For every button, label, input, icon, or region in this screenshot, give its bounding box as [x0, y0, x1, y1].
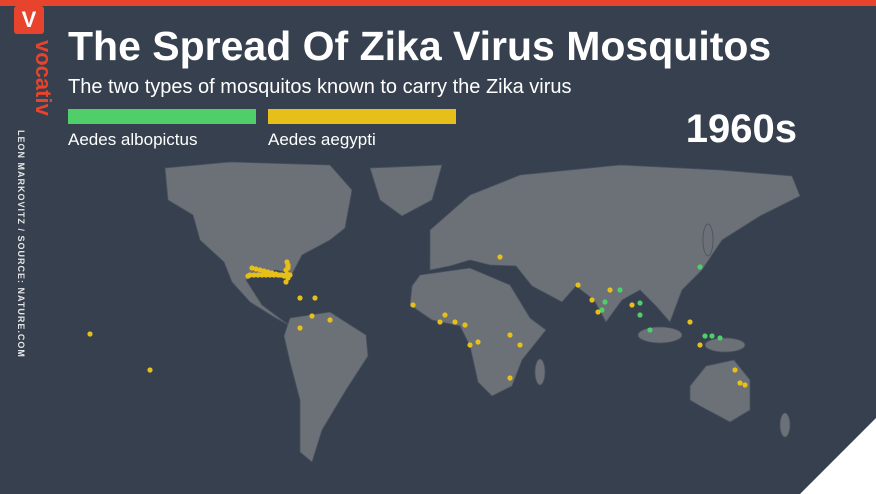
subtitle: The two types of mosquitos known to carr…	[68, 76, 572, 98]
period: 1960s	[686, 107, 797, 151]
dot	[709, 333, 715, 339]
credit: LEON MARKOVITZ / SOURCE: NATURE.COM	[16, 130, 26, 358]
dot	[637, 300, 643, 306]
dot	[602, 299, 608, 305]
dot	[732, 367, 738, 373]
dot	[327, 317, 333, 323]
dot	[595, 309, 601, 315]
dot	[297, 325, 303, 331]
dot	[285, 263, 291, 269]
dot	[284, 271, 290, 277]
dot	[702, 333, 708, 339]
dot	[697, 264, 703, 270]
north-america	[164, 161, 353, 328]
observations	[87, 254, 748, 388]
dot	[259, 272, 265, 278]
dot	[283, 267, 289, 273]
dot	[410, 302, 416, 308]
dot	[717, 335, 723, 341]
dot	[462, 322, 468, 328]
dot	[247, 272, 253, 278]
dot	[255, 272, 261, 278]
australia	[689, 359, 751, 423]
dot	[497, 254, 503, 260]
africa	[409, 267, 547, 397]
dot	[742, 382, 748, 388]
dot	[637, 312, 643, 318]
legend-swatch	[268, 109, 456, 124]
brand-badge	[14, 6, 44, 34]
dot	[697, 342, 703, 348]
japan	[702, 223, 714, 257]
dot	[475, 339, 481, 345]
dot	[251, 272, 257, 278]
south-america	[283, 311, 369, 463]
dot	[617, 287, 623, 293]
new-zealand	[779, 412, 791, 438]
dot	[647, 327, 653, 333]
dot	[283, 279, 289, 285]
dot	[147, 367, 153, 373]
dot	[737, 380, 743, 386]
dot	[507, 375, 513, 381]
dot	[517, 342, 523, 348]
dot	[249, 265, 255, 271]
dot	[257, 267, 263, 273]
dot	[285, 275, 291, 281]
dot	[253, 266, 259, 272]
dot	[452, 319, 458, 325]
dot	[87, 331, 93, 337]
dot	[442, 312, 448, 318]
dot	[607, 287, 613, 293]
brand-badge-text: V	[22, 7, 37, 32]
dot	[599, 307, 605, 313]
legend-label: Aedes albopictus	[68, 130, 197, 149]
dot	[687, 319, 693, 325]
new-guinea	[704, 337, 746, 353]
corner	[800, 418, 876, 494]
dot	[284, 259, 290, 265]
dot	[437, 319, 443, 325]
eurasia	[429, 164, 801, 323]
dot	[589, 297, 595, 303]
top-bar	[0, 0, 876, 6]
dot	[312, 295, 318, 301]
greenland	[369, 164, 443, 217]
dot	[467, 342, 473, 348]
legend-label: Aedes aegypti	[268, 130, 376, 149]
dot	[261, 268, 267, 274]
title: The Spread Of Zika Virus Mosquitos	[68, 23, 771, 69]
brand-name: vocativ	[31, 40, 56, 117]
dot	[297, 295, 303, 301]
indonesia	[637, 326, 683, 344]
legend-swatch	[68, 109, 256, 124]
dot	[575, 282, 581, 288]
dot	[629, 302, 635, 308]
world-map	[164, 161, 801, 463]
madagascar	[534, 358, 546, 386]
dot	[309, 313, 315, 319]
dot	[507, 332, 513, 338]
